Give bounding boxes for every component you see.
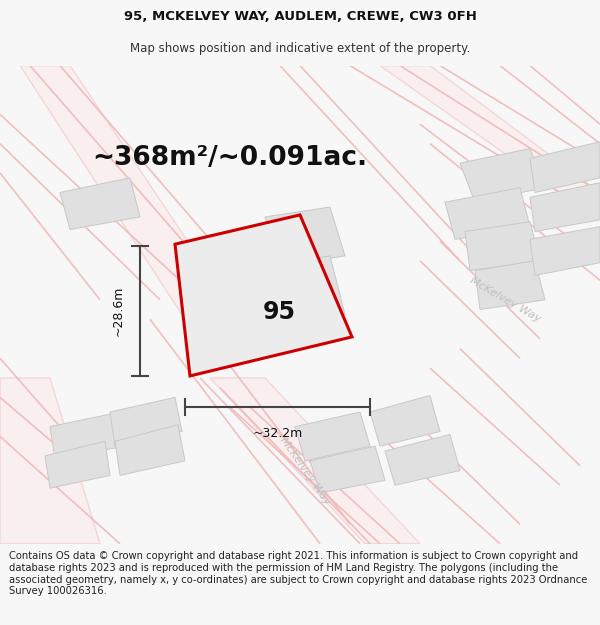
Polygon shape (465, 222, 540, 271)
Text: 95, MCKELVEY WAY, AUDLEM, CREWE, CW3 0FH: 95, MCKELVEY WAY, AUDLEM, CREWE, CW3 0FH (124, 11, 476, 23)
Polygon shape (115, 425, 185, 476)
Text: ~32.2m: ~32.2m (253, 427, 302, 439)
Polygon shape (110, 398, 182, 446)
Text: Map shows position and indicative extent of the property.: Map shows position and indicative extent… (130, 42, 470, 54)
Text: ~28.6m: ~28.6m (112, 286, 125, 336)
Polygon shape (50, 412, 125, 459)
Polygon shape (210, 378, 420, 544)
Polygon shape (380, 66, 600, 192)
Polygon shape (60, 178, 140, 229)
Polygon shape (45, 441, 110, 488)
Text: Contains OS data © Crown copyright and database right 2021. This information is : Contains OS data © Crown copyright and d… (9, 551, 587, 596)
Polygon shape (530, 182, 600, 231)
Polygon shape (270, 256, 345, 319)
Polygon shape (370, 396, 440, 446)
Polygon shape (530, 142, 600, 192)
Polygon shape (475, 261, 545, 309)
Polygon shape (20, 66, 240, 319)
Polygon shape (175, 215, 352, 376)
Polygon shape (310, 446, 385, 493)
Text: McKelvey Way: McKelvey Way (468, 276, 542, 324)
Text: 95: 95 (263, 301, 296, 324)
Polygon shape (295, 412, 370, 461)
Polygon shape (445, 188, 530, 239)
Text: ~368m²/~0.091ac.: ~368m²/~0.091ac. (92, 146, 368, 171)
Polygon shape (530, 227, 600, 276)
Polygon shape (265, 207, 345, 266)
Polygon shape (460, 149, 545, 202)
Polygon shape (0, 378, 100, 544)
Text: McKelvey Way: McKelvey Way (278, 435, 332, 506)
Polygon shape (385, 434, 460, 485)
